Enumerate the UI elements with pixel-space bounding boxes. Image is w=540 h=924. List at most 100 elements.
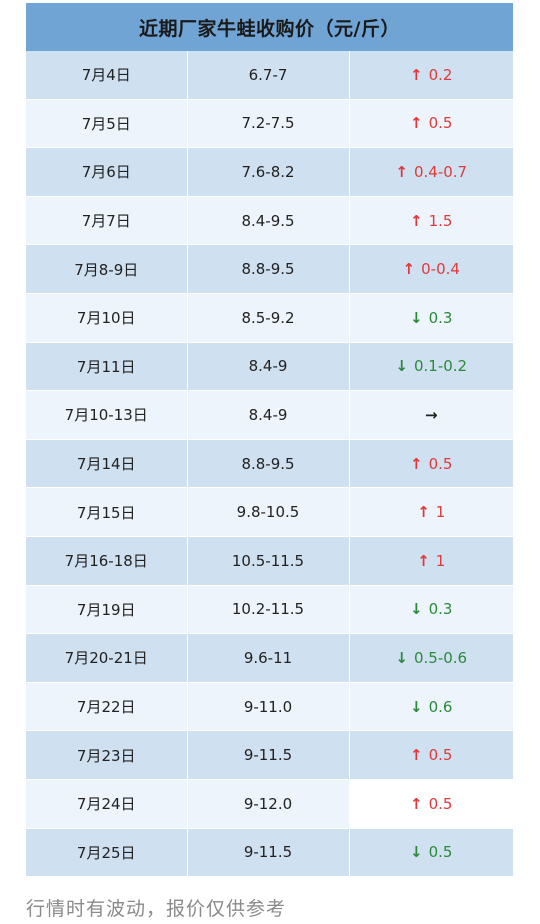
date-cell: 7月11日 — [26, 342, 188, 392]
price-cell: 9.6-11 — [187, 633, 350, 683]
change-cell: ↓ 0.5 — [349, 828, 513, 878]
change-value: 0.5 — [428, 114, 453, 133]
arrow-up-icon: ↑ — [410, 114, 423, 133]
date-cell: 7月8-9日 — [26, 244, 188, 294]
change-value: 0.4-0.7 — [413, 162, 468, 181]
date-cell: 7月7日 — [26, 196, 188, 246]
date-cell: 7月25日 — [26, 828, 188, 878]
arrow-down-icon: ↓ — [410, 600, 423, 619]
date-cell: 7月23日 — [26, 730, 188, 780]
date-cell: 7月24日 — [26, 779, 188, 829]
price-cell: 8.5-9.2 — [187, 293, 350, 343]
table-row: 7月10-13日 8.4-9 → — [26, 390, 513, 440]
change-cell: ↑ 1 — [349, 536, 513, 586]
price-table: 近期厂家牛蛙收购价（元/斤） 7月4日 6.7-7 ↑ 0.2 7月5日 7.2-7.5 ↑… — [26, 3, 513, 878]
change-value: 1.5 — [428, 211, 453, 230]
table-row: 7月23日 9-11.5 ↑ 0.5 — [26, 730, 513, 780]
price-cell: 9-11.0 — [187, 682, 350, 732]
change-value: 1 — [435, 503, 446, 522]
change-cell: ↑ 1.5 — [349, 196, 513, 246]
change-value: 0.5 — [428, 746, 453, 765]
price-cell: 7.6-8.2 — [187, 147, 350, 197]
arrow-down-icon: ↓ — [395, 357, 408, 376]
table-row: 7月8-9日 8.8-9.5 ↑ 0-0.4 — [26, 244, 513, 294]
price-cell: 9-11.5 — [187, 828, 350, 878]
table-row: 7月4日 6.7-7 ↑ 0.2 — [26, 51, 513, 100]
price-cell: 8.4-9.5 — [187, 196, 350, 246]
change-cell: ↑ 0.5 — [349, 99, 513, 149]
change-value: 0-0.4 — [421, 260, 460, 279]
arrow-down-icon: ↓ — [410, 308, 423, 327]
table-row: 7月14日 8.8-9.5 ↑ 0.5 — [26, 439, 513, 489]
price-cell: 6.7-7 — [187, 51, 350, 100]
change-value: 0.3 — [428, 600, 453, 619]
change-value: 0.5-0.6 — [413, 648, 468, 667]
price-cell: 9-11.5 — [187, 730, 350, 780]
table-row: 7月10日 8.5-9.2 ↓ 0.3 — [26, 293, 513, 343]
change-cell: ↓ 0.3 — [349, 585, 513, 635]
table-row: 7月5日 7.2-7.5 ↑ 0.5 — [26, 99, 513, 149]
change-value: 0.5 — [428, 843, 453, 862]
price-cell: 8.8-9.5 — [187, 244, 350, 294]
table-row: 7月20-21日 9.6-11 ↓ 0.5-0.6 — [26, 633, 513, 683]
date-cell: 7月6日 — [26, 147, 188, 197]
date-cell: 7月10日 — [26, 293, 188, 343]
change-value: 0.1-0.2 — [413, 357, 468, 376]
table-title: 近期厂家牛蛙收购价（元/斤） — [26, 3, 513, 51]
arrow-up-icon: ↑ — [410, 211, 423, 230]
change-cell: ↑ 1 — [349, 487, 513, 537]
table-row: 7月11日 8.4-9 ↓ 0.1-0.2 — [26, 342, 513, 392]
date-cell: 7月14日 — [26, 439, 188, 489]
price-cell: 9-12.0 — [187, 779, 350, 829]
date-cell: 7月4日 — [26, 51, 188, 100]
change-cell: → — [349, 390, 513, 440]
date-cell: 7月19日 — [26, 585, 188, 635]
change-cell: ↑ 0.2 — [349, 51, 513, 100]
price-cell: 7.2-7.5 — [187, 99, 350, 149]
arrow-down-icon: ↓ — [410, 697, 423, 716]
arrow-up-icon: ↑ — [417, 551, 430, 570]
table-row: 7月6日 7.6-8.2 ↑ 0.4-0.7 — [26, 147, 513, 197]
price-cell: 8.4-9 — [187, 342, 350, 392]
change-value: 0.5 — [428, 794, 453, 813]
table-row: 7月24日 9-12.0 ↑ 0.5 — [26, 779, 513, 829]
arrow-up-icon: ↑ — [410, 746, 423, 765]
change-value: 0.3 — [428, 308, 453, 327]
arrow-down-icon: ↓ — [395, 648, 408, 667]
change-cell: ↓ 0.6 — [349, 682, 513, 732]
date-cell: 7月16-18日 — [26, 536, 188, 586]
arrow-up-icon: ↑ — [417, 503, 430, 522]
change-cell: ↑ 0.5 — [349, 730, 513, 780]
table-row: 7月15日 9.8-10.5 ↑ 1 — [26, 487, 513, 537]
change-cell: ↓ 0.1-0.2 — [349, 342, 513, 392]
date-cell: 7月22日 — [26, 682, 188, 732]
change-cell: ↓ 0.5-0.6 — [349, 633, 513, 683]
disclaimer-text: 行情时有波动，报价仅供参考 — [26, 898, 287, 920]
price-cell: 10.5-11.5 — [187, 536, 350, 586]
arrow-up-icon: ↑ — [402, 260, 416, 279]
price-grid: 7月4日 6.7-7 ↑ 0.2 7月5日 7.2-7.5 ↑ 0.5 7月6日 7.6-8.2 ↑… — [26, 51, 513, 878]
change-cell: ↑ 0.5 — [349, 779, 513, 829]
date-cell: 7月20-21日 — [26, 633, 188, 683]
change-cell: ↓ 0.3 — [349, 293, 513, 343]
table-row: 7月25日 9-11.5 ↓ 0.5 — [26, 828, 513, 878]
arrow-up-icon: ↑ — [410, 794, 423, 813]
table-row: 7月19日 10.2-11.5 ↓ 0.3 — [26, 585, 513, 635]
arrow-up-icon: ↑ — [395, 162, 408, 181]
date-cell: 7月5日 — [26, 99, 188, 149]
change-value: 1 — [435, 551, 446, 570]
change-value: 0.6 — [428, 697, 453, 716]
table-row: 7月22日 9-11.0 ↓ 0.6 — [26, 682, 513, 732]
price-cell: 10.2-11.5 — [187, 585, 350, 635]
price-cell: 8.8-9.5 — [187, 439, 350, 489]
arrow-down-icon: ↓ — [410, 843, 423, 862]
arrow-up-icon: ↑ — [410, 65, 423, 84]
change-cell: ↑ 0.5 — [349, 439, 513, 489]
price-cell: 8.4-9 — [187, 390, 350, 440]
change-value: 0.2 — [428, 65, 453, 84]
change-cell: ↑ 0.4-0.7 — [349, 147, 513, 197]
table-row: 7月16-18日 10.5-11.5 ↑ 1 — [26, 536, 513, 586]
price-cell: 9.8-10.5 — [187, 487, 350, 537]
date-cell: 7月10-13日 — [26, 390, 188, 440]
change-value: 0.5 — [428, 454, 453, 473]
